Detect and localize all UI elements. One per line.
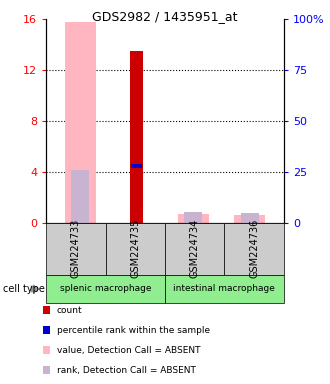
Bar (178, 214, 209, 223)
Text: rank, Detection Call = ABSENT: rank, Detection Call = ABSENT (57, 366, 196, 375)
Text: GSM224733: GSM224733 (71, 219, 81, 278)
Bar (234, 215, 265, 223)
Bar (130, 51, 143, 223)
Bar (131, 164, 142, 168)
Text: count: count (57, 306, 82, 315)
Text: GDS2982 / 1435951_at: GDS2982 / 1435951_at (92, 10, 238, 23)
Bar (71, 170, 89, 223)
Text: GSM224736: GSM224736 (249, 219, 259, 278)
Text: GSM224735: GSM224735 (130, 219, 140, 278)
Text: GSM224734: GSM224734 (190, 219, 200, 278)
Text: cell type: cell type (3, 284, 45, 294)
Bar (241, 213, 259, 223)
Text: value, Detection Call = ABSENT: value, Detection Call = ABSENT (57, 346, 200, 355)
Text: intestinal macrophage: intestinal macrophage (174, 285, 275, 293)
Text: splenic macrophage: splenic macrophage (60, 285, 151, 293)
Text: percentile rank within the sample: percentile rank within the sample (57, 326, 210, 335)
Bar (184, 212, 202, 223)
Bar (65, 22, 96, 223)
